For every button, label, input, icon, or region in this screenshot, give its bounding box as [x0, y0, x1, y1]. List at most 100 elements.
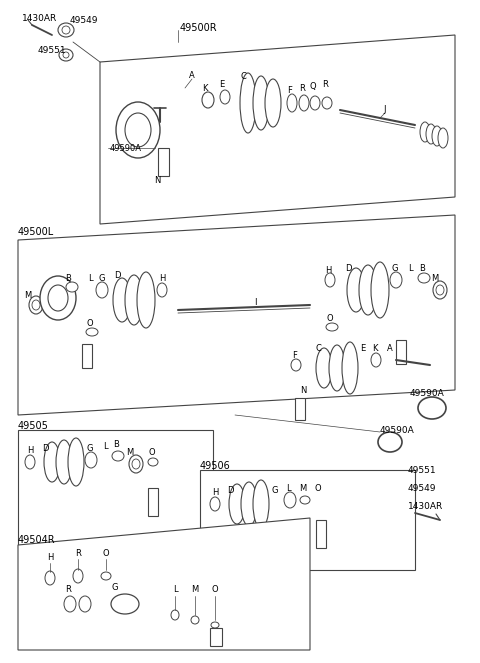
Text: G: G — [272, 485, 278, 495]
Text: 49504R: 49504R — [18, 535, 56, 545]
Text: D: D — [345, 263, 351, 272]
Text: N: N — [300, 385, 306, 394]
Text: H: H — [212, 487, 218, 497]
Ellipse shape — [326, 323, 338, 331]
Text: H: H — [325, 265, 331, 274]
Ellipse shape — [171, 610, 179, 620]
Ellipse shape — [111, 594, 139, 614]
Text: B: B — [113, 440, 119, 448]
Polygon shape — [18, 215, 455, 415]
Text: O: O — [149, 448, 156, 457]
Text: L: L — [408, 263, 412, 272]
Ellipse shape — [378, 432, 402, 452]
Ellipse shape — [420, 122, 430, 142]
Ellipse shape — [68, 438, 84, 486]
Text: A: A — [387, 343, 393, 353]
Text: J: J — [384, 105, 386, 113]
Text: B: B — [419, 263, 425, 272]
Ellipse shape — [112, 451, 124, 461]
Text: O: O — [87, 318, 93, 328]
Text: M: M — [24, 290, 32, 300]
Text: H: H — [27, 446, 33, 455]
Ellipse shape — [371, 353, 381, 367]
Text: G: G — [112, 583, 118, 593]
Ellipse shape — [48, 285, 68, 311]
Ellipse shape — [132, 459, 140, 469]
Ellipse shape — [229, 484, 245, 524]
Bar — [200, 470, 415, 570]
Text: A: A — [189, 70, 195, 80]
Text: 49551: 49551 — [408, 465, 437, 475]
Text: L: L — [103, 442, 108, 450]
Text: R: R — [65, 585, 71, 595]
Ellipse shape — [400, 492, 408, 500]
Ellipse shape — [329, 345, 345, 391]
Ellipse shape — [137, 272, 155, 328]
Ellipse shape — [359, 265, 377, 315]
Text: K: K — [372, 343, 378, 353]
Ellipse shape — [32, 300, 40, 310]
Text: 49590A: 49590A — [110, 143, 142, 152]
Text: C: C — [240, 72, 246, 80]
Ellipse shape — [129, 455, 143, 473]
Ellipse shape — [418, 273, 430, 283]
Bar — [316, 520, 326, 548]
Ellipse shape — [125, 275, 143, 325]
Text: Q: Q — [310, 82, 316, 91]
Ellipse shape — [113, 278, 131, 322]
Ellipse shape — [96, 282, 108, 298]
Bar — [18, 430, 213, 548]
Ellipse shape — [157, 283, 167, 297]
Text: 49590A: 49590A — [380, 426, 415, 434]
Ellipse shape — [299, 95, 309, 111]
Ellipse shape — [210, 497, 220, 511]
Text: O: O — [212, 585, 218, 595]
Text: 49590A: 49590A — [410, 389, 445, 398]
Ellipse shape — [401, 475, 407, 481]
Text: L: L — [173, 585, 177, 595]
Ellipse shape — [59, 49, 73, 61]
Bar — [82, 344, 92, 368]
Ellipse shape — [125, 113, 151, 147]
Ellipse shape — [284, 492, 296, 508]
Text: 49505: 49505 — [18, 421, 49, 431]
Text: R: R — [75, 550, 81, 558]
Polygon shape — [18, 518, 310, 650]
Text: 49549: 49549 — [70, 15, 98, 25]
Text: 49551: 49551 — [38, 46, 67, 54]
Text: G: G — [392, 263, 398, 272]
Ellipse shape — [79, 596, 91, 612]
Ellipse shape — [85, 452, 97, 468]
Bar — [210, 628, 222, 646]
Text: G: G — [99, 274, 105, 282]
Ellipse shape — [63, 52, 69, 58]
Text: 49500R: 49500R — [180, 23, 217, 33]
Text: M: M — [300, 483, 307, 493]
Ellipse shape — [371, 262, 389, 318]
Ellipse shape — [148, 458, 158, 466]
Ellipse shape — [202, 92, 214, 108]
Text: B: B — [65, 274, 71, 282]
Text: D: D — [42, 444, 48, 453]
Ellipse shape — [316, 348, 332, 388]
Text: D: D — [227, 485, 233, 495]
Ellipse shape — [438, 128, 448, 148]
Text: F: F — [288, 86, 292, 95]
Bar — [148, 488, 158, 516]
Ellipse shape — [325, 273, 335, 287]
Ellipse shape — [66, 282, 78, 292]
Text: 1430AR: 1430AR — [22, 13, 57, 23]
Text: L: L — [88, 274, 92, 282]
Ellipse shape — [342, 342, 358, 394]
Text: 49500L: 49500L — [18, 227, 54, 237]
Ellipse shape — [241, 482, 257, 526]
Ellipse shape — [29, 296, 43, 314]
Ellipse shape — [64, 596, 76, 612]
Ellipse shape — [44, 442, 60, 482]
Ellipse shape — [433, 281, 447, 299]
Ellipse shape — [211, 622, 219, 628]
Text: 49506: 49506 — [200, 461, 231, 471]
Text: M: M — [432, 274, 439, 282]
Text: O: O — [327, 314, 333, 322]
Text: F: F — [293, 351, 298, 359]
